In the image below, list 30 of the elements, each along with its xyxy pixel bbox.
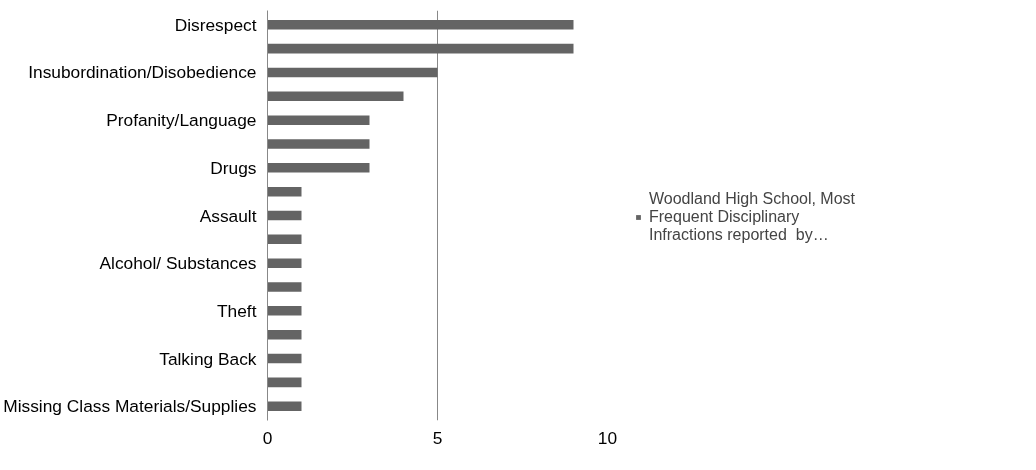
bar (267, 377, 302, 388)
y-tick-label: Missing Class Materials/Supplies (3, 396, 257, 417)
bar (267, 234, 302, 245)
y-tick-label: Theft (217, 300, 257, 321)
bar (267, 163, 370, 173)
y-tick-label: Profanity/Language (106, 110, 257, 131)
bar (267, 186, 302, 197)
y-tick-label: Assault (199, 205, 257, 226)
bar (267, 91, 404, 102)
y-tick-label: Drugs (210, 157, 257, 178)
bar (267, 20, 574, 30)
x-tick-label: 0 (262, 427, 273, 448)
bar (267, 258, 302, 268)
bar (267, 401, 302, 411)
y-tick-label: Talking Back (159, 348, 257, 369)
bar (267, 43, 574, 54)
bar (267, 329, 302, 340)
bar (267, 306, 302, 316)
bar (267, 210, 302, 221)
bar (267, 139, 370, 149)
y-tick-label: Disrespect (174, 14, 257, 35)
bar (267, 67, 438, 78)
y-tick-label: Alcohol/ Substances (99, 253, 257, 274)
x-tick-label: 10 (597, 427, 618, 448)
bar (267, 353, 302, 364)
x-tick-label: 5 (432, 427, 443, 448)
bar (267, 115, 370, 125)
y-tick-label: Insubordination/Disobedience (28, 62, 257, 83)
bar (267, 282, 302, 292)
legend-label: Woodland High School, Most Frequent Disciplinary Infractions reported by… (649, 190, 856, 244)
